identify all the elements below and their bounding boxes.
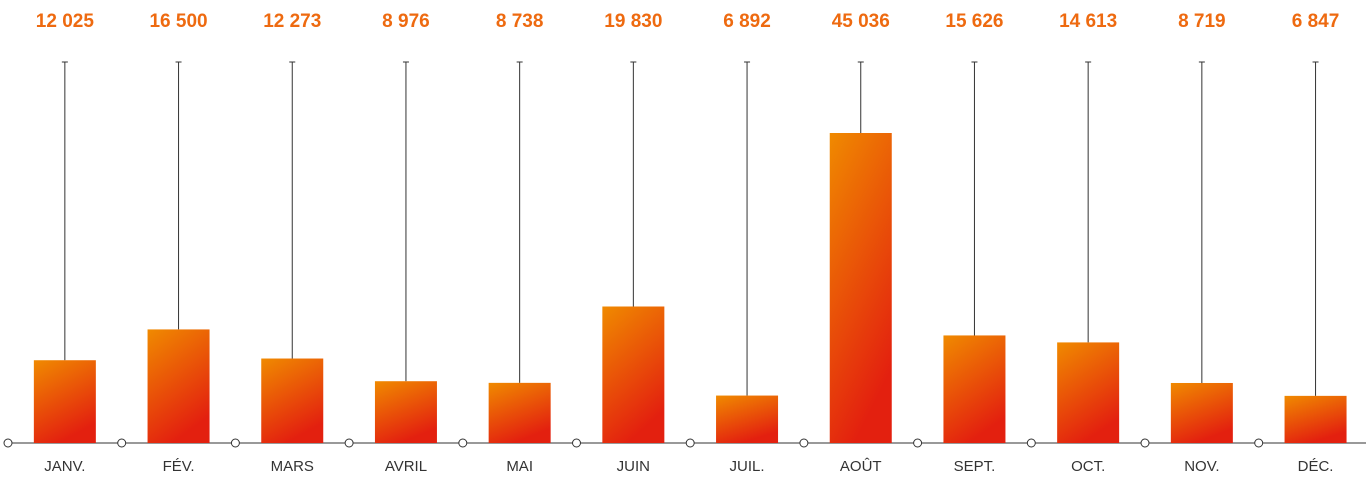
value-label: 6 892 — [723, 11, 771, 32]
value-label: 8 976 — [382, 11, 430, 32]
x-tick-label: NOV. — [1184, 458, 1219, 475]
bar — [1284, 395, 1347, 443]
value-label: 12 025 — [36, 11, 95, 32]
axis-node — [799, 438, 809, 448]
bar — [943, 335, 1006, 443]
axis-node — [458, 438, 468, 448]
value-label: 14 613 — [1059, 11, 1117, 32]
value-label: 8 738 — [496, 11, 544, 32]
value-label: 15 626 — [945, 11, 1003, 32]
x-tick-label: MARS — [271, 458, 314, 475]
x-tick-label: DÉC. — [1298, 458, 1334, 475]
x-tick-label: JUIN — [617, 458, 650, 475]
axis-node — [913, 438, 923, 448]
value-label: 16 500 — [149, 11, 207, 32]
x-tick-label: AOÛT — [840, 458, 882, 475]
bar — [374, 381, 437, 443]
x-tick-label: MAI — [506, 458, 533, 475]
axis-node — [1026, 438, 1036, 448]
value-label: 19 830 — [604, 11, 662, 32]
value-label: 45 036 — [832, 11, 890, 32]
axis-node — [572, 438, 581, 448]
axis-node — [117, 438, 127, 448]
bar — [147, 329, 210, 443]
bar — [602, 306, 665, 443]
axis-node — [1140, 438, 1150, 448]
bar — [261, 358, 324, 443]
bar — [829, 133, 892, 443]
x-tick-label: JANV. — [44, 458, 85, 475]
bar — [488, 382, 551, 443]
value-label: 12 273 — [263, 11, 321, 32]
x-tick-label: AVRIL — [385, 458, 427, 475]
x-tick-label: OCT. — [1071, 458, 1105, 475]
x-tick-label: FÉV. — [163, 458, 195, 475]
bar — [1170, 382, 1233, 443]
axis-node — [230, 438, 240, 448]
bar — [716, 395, 779, 443]
x-tick-label: SEPT. — [954, 458, 996, 475]
bar — [1057, 342, 1120, 443]
value-label: 8 719 — [1178, 11, 1226, 32]
x-tick-label: JUIL. — [730, 458, 765, 475]
axis-node — [685, 438, 695, 448]
axis-node — [3, 438, 13, 448]
axis-node — [1254, 438, 1264, 448]
bar — [33, 360, 96, 443]
axis-node — [344, 438, 354, 448]
value-label: 6 847 — [1292, 11, 1340, 32]
